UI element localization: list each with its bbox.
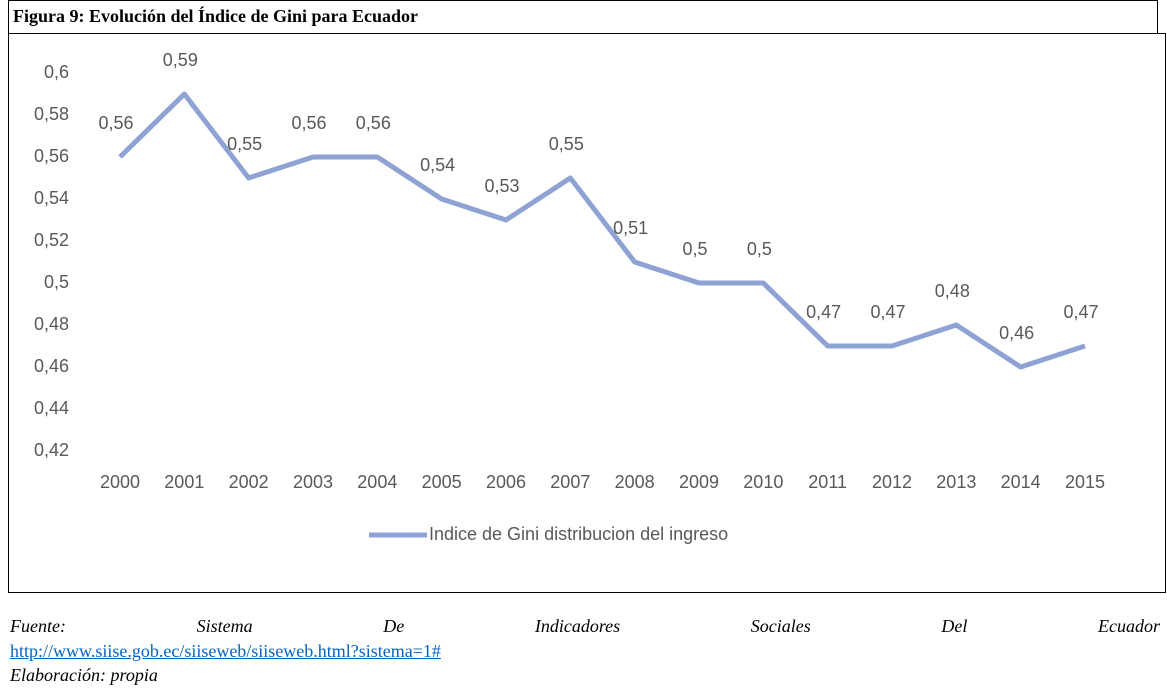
- credit: Elaboración: propia: [10, 665, 158, 685]
- y-tick-label: 0,44: [34, 398, 69, 418]
- x-tick-label: 2004: [357, 472, 397, 492]
- data-label: 0,56: [356, 113, 391, 133]
- x-tick-label: 2014: [1001, 472, 1041, 492]
- y-tick-label: 0,42: [34, 440, 69, 460]
- x-tick-label: 2001: [164, 472, 204, 492]
- y-tick-label: 0,6: [44, 62, 69, 82]
- y-tick-label: 0,52: [34, 230, 69, 250]
- y-tick-label: 0,56: [34, 146, 69, 166]
- x-tick-label: 2006: [486, 472, 526, 492]
- data-label: 0,46: [999, 323, 1034, 343]
- x-tick-label: 2005: [422, 472, 462, 492]
- data-label: 0,5: [747, 239, 772, 259]
- x-tick-label: 2015: [1065, 472, 1105, 492]
- data-label: 0,59: [163, 50, 198, 70]
- data-label: 0,55: [549, 134, 584, 154]
- chart: 0,42 0,44 0,46 0,48 0,5 0,52 0,54 0,56 0,58 0,6 20…: [34, 50, 1105, 544]
- x-tick-label: 2000: [100, 472, 140, 492]
- data-label: 0,5: [682, 239, 707, 259]
- data-label: 0,54: [420, 155, 455, 175]
- x-tick-label: 2009: [679, 472, 719, 492]
- data-label: 0,47: [1063, 302, 1098, 322]
- data-line: [118, 91, 1086, 370]
- x-tick-label: 2012: [872, 472, 912, 492]
- source-link[interactable]: http://www.siise.gob.ec/siiseweb/siisewe…: [10, 641, 441, 661]
- x-tick-label: 2011: [808, 472, 847, 492]
- x-tick-label: 2013: [936, 472, 976, 492]
- x-tick-label: 2008: [615, 472, 655, 492]
- data-label: 0,55: [227, 134, 262, 154]
- x-tick-label: 2007: [550, 472, 590, 492]
- data-label: 0,47: [806, 302, 841, 322]
- x-tick-label: 2003: [293, 472, 333, 492]
- data-label: 0,51: [613, 218, 648, 238]
- data-label: 0,47: [870, 302, 905, 322]
- x-tick-label: 2010: [743, 472, 783, 492]
- y-tick-label: 0,54: [34, 188, 69, 208]
- data-label: 0,48: [935, 281, 970, 301]
- legend-label: Indice de Gini distribucion del ingreso: [429, 524, 728, 544]
- data-label: 0,53: [484, 176, 519, 196]
- data-label: 0,56: [291, 113, 326, 133]
- figure-title: Figura 9: Evolución del Índice de Gini p…: [8, 0, 1158, 33]
- data-label: 0,56: [98, 113, 133, 133]
- chart-box: 0,42 0,44 0,46 0,48 0,5 0,52 0,54 0,56 0,58 0,6 20…: [8, 33, 1166, 593]
- y-tick-label: 0,58: [34, 104, 69, 124]
- y-tick-label: 0,48: [34, 314, 69, 334]
- source: Fuente: Sistema De Indicadores Sociales …: [10, 616, 1160, 636]
- y-tick-label: 0,46: [34, 356, 69, 376]
- y-tick-label: 0,5: [44, 272, 69, 292]
- x-tick-label: 2002: [229, 472, 269, 492]
